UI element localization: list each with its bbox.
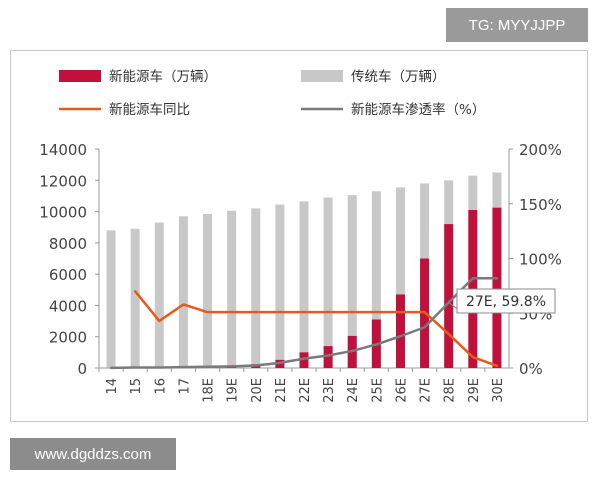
x-tick-label: 25E <box>370 378 385 403</box>
x-tick-label: 20E <box>250 378 265 403</box>
bar-nev <box>492 207 502 368</box>
watermark-bottom: www.dgddzs.com <box>10 438 176 470</box>
bar-nev <box>395 294 405 368</box>
bar-nev <box>323 346 333 368</box>
legend-label: 新能源车同比 <box>109 101 190 118</box>
legend-swatch <box>301 70 343 82</box>
y-left-tick-label: 0 <box>77 360 87 378</box>
bar-traditional <box>130 228 140 368</box>
legend-label: 新能源车（万辆） <box>109 68 217 85</box>
y-left-tick-label: 14000 <box>39 141 87 159</box>
combo-chart: 新能源车（万辆） 传统车（万辆） 新能源车同比 新能源车渗透率（%） 0 2000 400… <box>39 68 562 403</box>
bar-traditional <box>395 187 405 368</box>
x-tick-label: 26E <box>394 378 409 403</box>
line-nev-yoy <box>133 290 499 368</box>
x-tick-label: 21E <box>274 378 289 403</box>
bar-traditional <box>347 195 357 368</box>
x-tick-label: 29E <box>467 378 482 403</box>
y-left-tick-label: 2000 <box>49 329 87 347</box>
y-left-tick-label: 4000 <box>49 297 87 315</box>
x-tick-label: 18E <box>202 378 217 403</box>
legend-swatch <box>59 70 101 82</box>
lines <box>109 276 499 370</box>
y-right-tick-label: 100% <box>519 251 562 269</box>
chart-frame: 新能源车（万辆） 传统车（万辆） 新能源车同比 新能源车渗透率（%） 0 2000 400… <box>10 50 588 422</box>
y-right-tick-label: 150% <box>519 196 562 214</box>
legend: 新能源车（万辆） 传统车（万辆） 新能源车同比 新能源车渗透率（%） <box>59 68 485 118</box>
legend-label: 新能源车渗透率（%） <box>351 101 485 118</box>
x-tick-label: 27E <box>419 378 434 403</box>
bars <box>106 172 502 368</box>
x-tick-label: 24E <box>346 378 361 403</box>
y-left-tick-label: 8000 <box>49 235 87 253</box>
watermark-top: TG: MYYJJPP <box>446 8 588 42</box>
bar-traditional <box>275 204 285 368</box>
line-penetration <box>109 276 499 370</box>
axes: 020004000600080001000012000140000%50%100… <box>39 141 562 403</box>
y-right-tick-label: 0% <box>519 360 543 378</box>
x-tick-label: 16 <box>153 378 168 395</box>
x-tick-label: 22E <box>298 378 313 403</box>
bar-nev <box>299 352 309 368</box>
x-tick-label: 30E <box>491 378 506 403</box>
bar-traditional <box>227 210 237 368</box>
bar-traditional <box>323 197 333 368</box>
annotation-label: 27E, 59.8% <box>466 294 546 310</box>
x-tick-label: 17 <box>177 378 192 395</box>
annotation-box <box>456 288 556 314</box>
bar-traditional <box>154 222 164 368</box>
bar-traditional <box>251 208 261 368</box>
y-left-tick-label: 6000 <box>49 266 87 284</box>
y-left-tick-label: 12000 <box>39 172 87 190</box>
x-tick-label: 14 <box>105 378 120 395</box>
x-tick-label: 15 <box>129 378 144 395</box>
x-tick-label: 23E <box>322 378 337 403</box>
x-tick-label: 19E <box>226 378 241 403</box>
annotation-group: 27E, 59.8% <box>448 288 556 314</box>
bar-traditional <box>371 191 381 368</box>
y-left-tick-label: 10000 <box>39 204 87 222</box>
bar-traditional <box>106 230 116 368</box>
y-right-tick-label: 200% <box>519 141 562 159</box>
x-tick-label: 28E <box>443 378 458 403</box>
bar-traditional <box>203 213 213 368</box>
bar-traditional <box>178 216 188 368</box>
bar-traditional <box>299 201 309 368</box>
bar-nev <box>444 224 454 368</box>
legend-label: 传统车（万辆） <box>351 68 446 85</box>
